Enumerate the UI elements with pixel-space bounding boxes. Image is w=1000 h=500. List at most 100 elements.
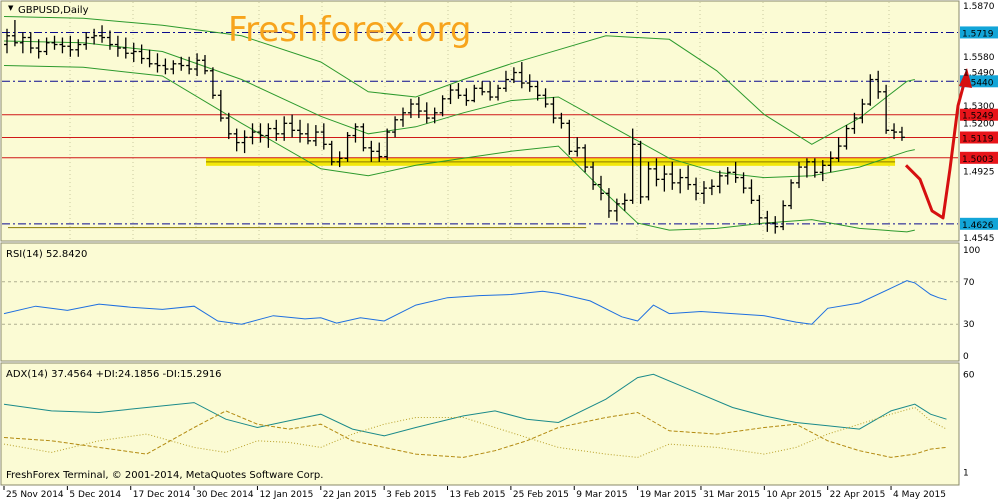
- ohlc-bar: [598, 175, 604, 201]
- ohlc-bar: [289, 114, 296, 138]
- ohlc-bar: [637, 140, 644, 204]
- price-tick: 1.5200: [963, 119, 995, 129]
- date-tick: 13 Feb 2015: [450, 490, 506, 500]
- ohlc-bar: [542, 88, 549, 108]
- date-tick: 17 Dec 2014: [133, 490, 191, 500]
- level-label-bg: [960, 131, 998, 144]
- rsi-tick: 70: [963, 278, 975, 288]
- adx-lines: [3, 373, 947, 458]
- date-tick: 10 Apr 2015: [766, 490, 822, 500]
- adx-pane[interactable]: [0, 362, 960, 486]
- ohlc-bar: [875, 70, 882, 99]
- date-tick: 9 Mar 2015: [576, 490, 627, 500]
- date-tick: 5 Dec 2014: [69, 490, 121, 500]
- ohlc-bar: [344, 132, 351, 162]
- ohlc-bar: [138, 44, 145, 64]
- ohlc-bar: [748, 179, 755, 204]
- ohlc-bar: [384, 128, 391, 161]
- rsi-tick: 100: [963, 246, 980, 256]
- ohlc-bar: [700, 181, 707, 204]
- level-label: 1.5249: [962, 112, 994, 122]
- ohlc-bar: [582, 144, 589, 173]
- price-tick: 1.4925: [963, 167, 995, 177]
- ohlc-bar: [463, 88, 470, 106]
- ohlc-bar: [756, 195, 763, 225]
- ohlc-bar: [487, 81, 494, 101]
- rsi-lines: [2, 280, 958, 325]
- date-tick: 30 Dec 2014: [196, 490, 254, 500]
- ohlc-bar: [122, 37, 129, 59]
- ohlc-bar: [843, 125, 850, 150]
- ohlc-bar: [780, 200, 787, 231]
- footer-copyright: FreshForex Terminal, © 2001-2014, MetaQu…: [6, 470, 323, 481]
- price-tick: 1.4545: [963, 234, 995, 244]
- ohlc-bar: [883, 84, 890, 134]
- ohlc-bar: [574, 137, 581, 157]
- price-tick: 1.5490: [963, 69, 995, 79]
- watermark-logo: Freshforex.org: [228, 10, 472, 50]
- ohlc-bar: [621, 193, 628, 211]
- ohlc-bar: [724, 167, 731, 185]
- ohlc-bar: [249, 123, 256, 145]
- price-bars: [4, 20, 905, 234]
- ohlc-bar: [439, 95, 446, 117]
- ohlc-bar: [502, 70, 509, 92]
- ohlc-bar: [796, 161, 802, 189]
- date-tick: 3 Feb 2015: [386, 490, 436, 500]
- level-label-bg: [960, 151, 998, 164]
- ohlc-bar: [693, 177, 700, 201]
- ohlc-bar: [106, 30, 113, 50]
- level-label-bg: [960, 108, 998, 121]
- ohlc-bar: [431, 107, 438, 124]
- ohlc-bar: [645, 161, 652, 201]
- chart-menu-icon[interactable]: ▼: [8, 4, 14, 12]
- ohlc-bar: [11, 20, 18, 47]
- ohlc-bar: [297, 119, 304, 143]
- price-tick: 1.5870: [963, 2, 995, 12]
- ohlc-bar: [891, 123, 898, 140]
- date-tick: 31 Mar 2015: [703, 490, 760, 500]
- ohlc-bar: [495, 84, 502, 101]
- ohlc-bar: [400, 107, 406, 127]
- ohlc-bar: [225, 112, 232, 140]
- axis-labels: 1.5870 1.5580 1.5490 1.5300 1.5200 1.4925 1.45…: [3, 2, 995, 500]
- bollinger-lower-line: [3, 65, 915, 233]
- ohlc-bar: [209, 67, 216, 99]
- ohlc-bar: [669, 161, 676, 190]
- adx-line: [3, 373, 947, 437]
- level-label: 1.5719: [962, 29, 994, 39]
- rsi-pane[interactable]: [0, 242, 960, 362]
- date-tick: 22 Apr 2015: [830, 490, 886, 500]
- ohlc-bar: [455, 83, 462, 99]
- ohlc-bar: [186, 56, 193, 75]
- ohlc-bar: [550, 97, 557, 124]
- ohlc-bar: [178, 56, 185, 71]
- ohlc-bar: [661, 165, 668, 192]
- ohlc-bar: [590, 161, 597, 190]
- ohlc-bar: [241, 130, 248, 154]
- ohlc-bar: [867, 74, 874, 106]
- forecast-line: [904, 75, 968, 220]
- price-pane[interactable]: [0, 0, 960, 242]
- ohlc-bar: [471, 84, 478, 103]
- ohlc-bar: [677, 168, 684, 194]
- ohlc-bar: [83, 32, 90, 50]
- ohlc-bar: [376, 142, 383, 162]
- ohlc-bar: [851, 112, 858, 134]
- ohlc-bar: [273, 119, 280, 141]
- level-label-bg: [960, 217, 998, 230]
- adx-title: ADX(14) 37.4564 +DI:24.1856 -DI:15.2916: [6, 369, 222, 380]
- rsi-tick: 30: [963, 320, 975, 330]
- ohlc-bar: [479, 81, 486, 96]
- ohlc-bar: [67, 35, 74, 57]
- ohlc-bar: [146, 49, 153, 68]
- date-tick: 12 Jan 2015: [259, 490, 313, 500]
- ohlc-bar: [811, 158, 818, 178]
- ohlc-bar: [788, 179, 795, 210]
- adx-tick: 1: [963, 468, 969, 478]
- ohlc-bar: [352, 123, 359, 143]
- price-levels: 1.5719 1.5440 1.5249 1.5119 1.5003 1.4626: [2, 26, 998, 231]
- ohlc-bar: [91, 28, 98, 45]
- ohlc-bar: [19, 32, 26, 54]
